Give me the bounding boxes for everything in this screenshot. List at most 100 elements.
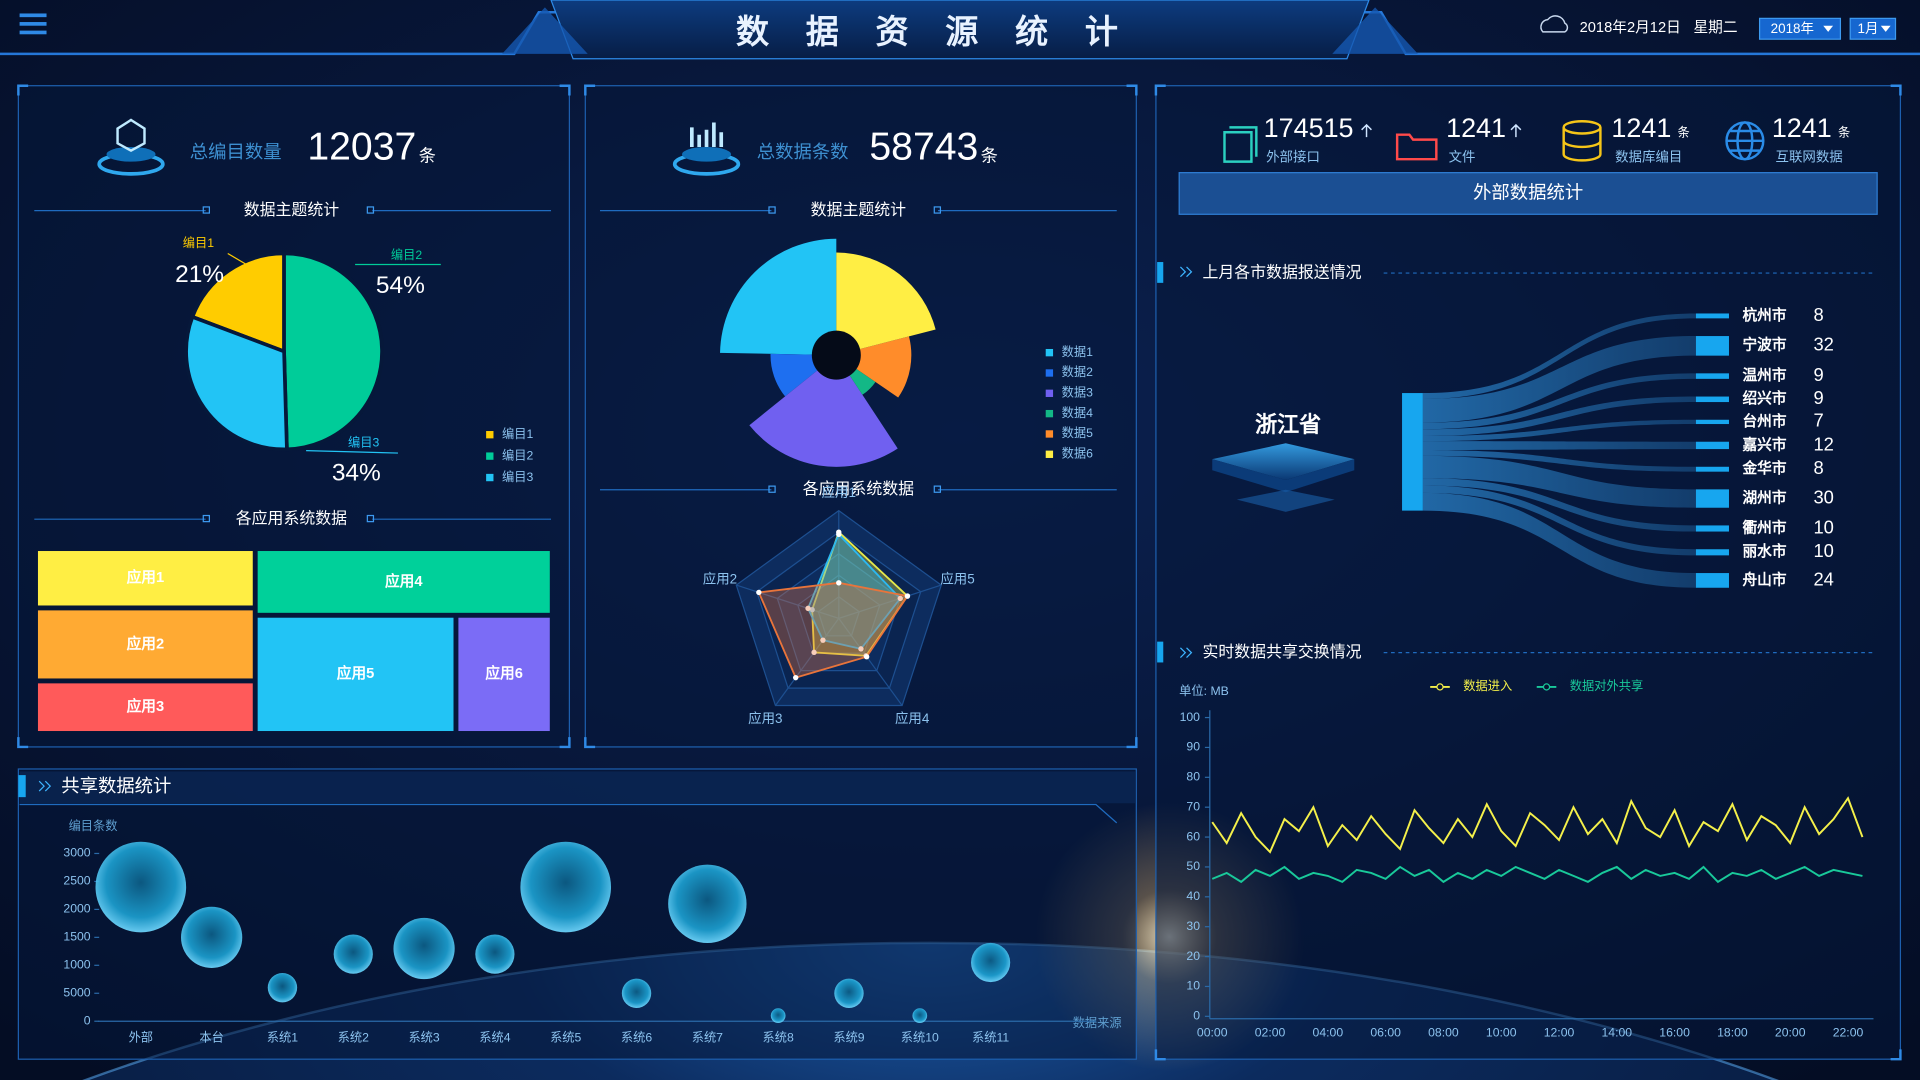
- city-value: 32: [1813, 334, 1833, 355]
- x-tick-label: 18:00: [1717, 1026, 1748, 1040]
- radar-point: [897, 595, 903, 602]
- stat-label: 外部接口: [1266, 149, 1320, 165]
- rose-petal: [720, 238, 837, 356]
- y-tick-label: 2500: [63, 874, 90, 888]
- treemap-cell: [37, 610, 253, 679]
- city-name: 嘉兴市: [1741, 435, 1786, 453]
- panel-external: [1155, 85, 1902, 1060]
- city-name: 台州市: [1742, 412, 1786, 430]
- x-tick-label: 12:00: [1544, 1026, 1575, 1040]
- y-tick-label: 90: [1186, 740, 1200, 754]
- legend-swatch: [486, 452, 494, 460]
- flow: [1422, 478, 1696, 532]
- y-tick-label: 30: [1186, 919, 1200, 933]
- x-tick-label: 系统1: [267, 1031, 298, 1045]
- legend-label: 编目2: [502, 447, 533, 462]
- y-tick-label: 1000: [63, 958, 90, 972]
- leader-line: [306, 450, 398, 454]
- globe-icon: [1725, 121, 1765, 161]
- x-tick-label: 本台: [199, 1030, 223, 1045]
- stat-unit: 条: [419, 145, 436, 165]
- radar-point: [809, 607, 815, 613]
- treemap-cell: [257, 617, 454, 732]
- x-tick-label: 20:00: [1775, 1026, 1806, 1040]
- bubble: [770, 1008, 786, 1023]
- city-name: 金华市: [1741, 459, 1786, 477]
- year-select-label[interactable]: 2018年: [1771, 21, 1814, 36]
- city-bar: [1695, 373, 1729, 379]
- treemap-cell: [37, 683, 253, 732]
- stat-number: 58743: [869, 126, 978, 169]
- city-bar: [1695, 336, 1729, 356]
- x-tick-label: 00:00: [1197, 1026, 1228, 1040]
- stat-number: 12037: [307, 126, 416, 169]
- weekday: 星期二: [1693, 19, 1737, 36]
- page-title: 数据资源统计: [736, 13, 1155, 51]
- legend-label: 数据3: [1062, 385, 1093, 400]
- weather-icon: [1540, 15, 1569, 33]
- bubble: [834, 978, 864, 1008]
- share-header-bar: [19, 771, 1136, 804]
- city-bar: [1695, 419, 1729, 425]
- folder-icon: [1395, 133, 1438, 161]
- radar-point: [793, 674, 799, 681]
- radar-point: [863, 654, 870, 660]
- y-tick-label: 20: [1186, 949, 1200, 963]
- records-icon: [690, 122, 724, 147]
- city-name: 杭州市: [1742, 306, 1786, 324]
- legend-label: 数据5: [1062, 425, 1093, 440]
- x-tick-label: 系统10: [901, 1031, 939, 1045]
- month-select-label[interactable]: 1月: [1858, 21, 1879, 36]
- bubble: [475, 934, 515, 974]
- y-tick-label: 40: [1186, 889, 1200, 903]
- flow: [1422, 455, 1696, 508]
- legend-swatch: [1045, 409, 1054, 418]
- menu-icon[interactable]: [19, 13, 47, 35]
- radar-point: [836, 580, 842, 586]
- panel-corner: [1154, 84, 1902, 1061]
- legend-dot: [1542, 683, 1551, 691]
- city-value: 30: [1813, 486, 1833, 507]
- city-bar: [1695, 466, 1729, 472]
- flow: [1422, 396, 1696, 436]
- section-title: 数据主题统计: [811, 201, 907, 219]
- radar-label: 应用2: [703, 570, 737, 586]
- legend-label: 数据对外共享: [1570, 678, 1643, 693]
- stat-number: 1241: [1611, 113, 1671, 143]
- chevron: [38, 780, 52, 792]
- legend-swatch: [1045, 430, 1054, 438]
- radar-label: 应用5: [940, 570, 974, 586]
- stat-label: 文件: [1449, 150, 1476, 165]
- section-dot: [202, 206, 210, 214]
- y-tick-label: 3000: [63, 846, 90, 860]
- section-dot: [202, 514, 210, 523]
- series-line: [1211, 865, 1863, 884]
- city-value: 7: [1813, 410, 1823, 431]
- charts: 编目1 21% 编目1 编目2 54% 编目2 编目3 34% 编目3 应用1 应用2 应用3 应用4 应…: [37, 235, 1874, 1045]
- x-tick-label: 16:00: [1659, 1026, 1690, 1040]
- x-tick-label: 系统6: [621, 1031, 652, 1045]
- slice-value: 21%: [175, 261, 224, 288]
- bubble: [520, 841, 612, 933]
- legend-swatch: [1045, 348, 1054, 357]
- section-dot: [768, 485, 776, 493]
- source-bar: [1402, 393, 1423, 511]
- flow: [1422, 419, 1696, 442]
- radar-area: [811, 530, 909, 657]
- month-select[interactable]: 1月: [1849, 17, 1897, 40]
- treemap-cell: [37, 551, 253, 606]
- city-value: 8: [1813, 304, 1823, 325]
- slice-name: 编目3: [348, 434, 379, 449]
- year-select[interactable]: 2018年: [1758, 17, 1842, 40]
- section-title: 各应用系统数据: [803, 479, 914, 498]
- legend-swatch: [1045, 450, 1054, 458]
- city-bar: [1695, 489, 1729, 508]
- city-bar: [1695, 313, 1729, 319]
- city-value: 12: [1813, 433, 1833, 454]
- section-marker: [1157, 641, 1164, 663]
- radar-spoke: [838, 584, 942, 619]
- city-name: 温州市: [1742, 366, 1786, 384]
- up-arrow: [1361, 123, 1522, 138]
- stat-label: 互联网数据: [1776, 150, 1843, 165]
- city-name: 舟山市: [1742, 570, 1786, 588]
